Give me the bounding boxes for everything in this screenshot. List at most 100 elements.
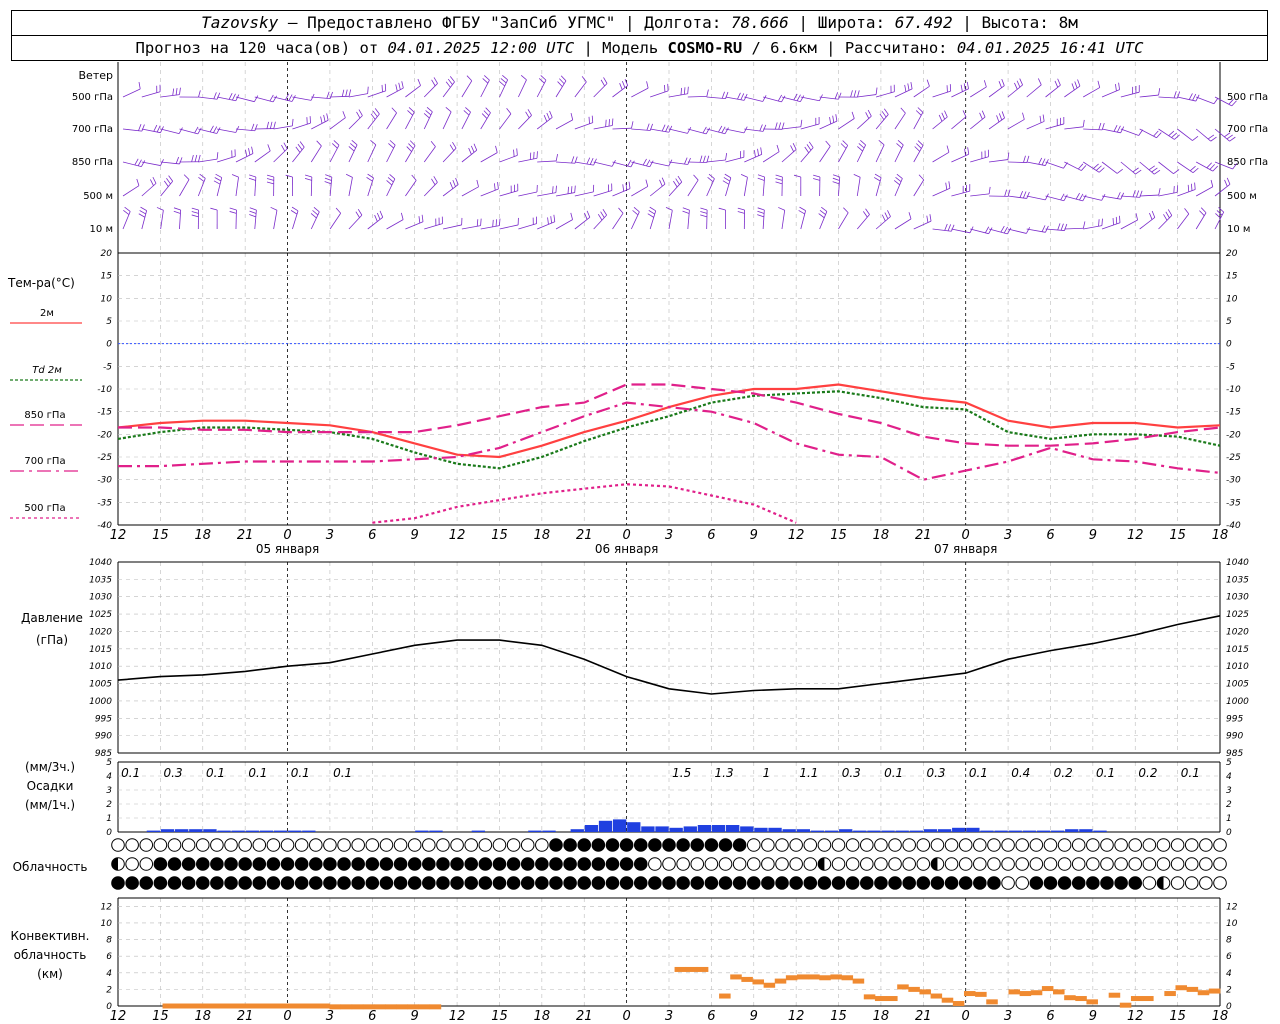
wind-barb-feather (737, 92, 741, 100)
wind-barb-feather (840, 143, 847, 149)
wind-barb (894, 144, 904, 163)
wind-barb (856, 177, 861, 197)
wind-barb-feather (1210, 179, 1214, 187)
convective-cloud-bar (229, 1003, 241, 1009)
cloud-cover-symbol (902, 857, 916, 871)
wind-barb (1045, 161, 1064, 169)
wind-barb-feather (571, 156, 575, 164)
wind-barb (424, 223, 443, 230)
cloud-cover-symbol (789, 838, 803, 852)
ytick-right-pressure: 985 (1226, 749, 1243, 759)
wind-barb (1195, 212, 1207, 230)
wind-barb-feather (879, 113, 885, 120)
wind-barb-feather (374, 214, 378, 222)
wind-barb-feather (198, 90, 201, 98)
wind-barb-feather (910, 81, 913, 89)
ytick-right-conv: 10 (1226, 919, 1238, 929)
cloud-cover-symbol (167, 838, 182, 852)
wind-barb-feather (267, 144, 271, 152)
wind-panel: Ветер 500 гПа 500 гПа 700 гПа 700 гПа 850 гП… (72, 69, 1268, 235)
cloud-cover-symbol (1015, 876, 1030, 890)
temp-legend-label: 500 гПа (24, 503, 65, 514)
lon-label: Долгота: (644, 13, 722, 32)
precip-bar (867, 830, 881, 832)
ytick-left-conv: 2 (106, 985, 112, 995)
cloud-cover-partial (111, 857, 118, 871)
time-label-bottom: 15 (152, 1009, 169, 1024)
ytick-right-temp: -35 (1226, 498, 1241, 508)
wind-barb (386, 219, 404, 230)
wind-barb (762, 151, 780, 163)
wind-barb (179, 179, 190, 197)
cloud-cover-symbol (1156, 838, 1171, 852)
wind-barb-feather (379, 210, 384, 218)
cloud-cover-symbol (958, 838, 973, 852)
wind-barb-feather (356, 111, 361, 119)
cloud-cover-symbol (1043, 876, 1058, 890)
wind-barb (386, 87, 404, 98)
wind-barb-feather (374, 108, 380, 115)
wind-barb-feather (283, 142, 288, 149)
wind-barb (254, 150, 271, 163)
precip-3h-label: 0.1 (884, 766, 903, 780)
wind-barb-feather (191, 214, 199, 218)
convective-cloud-bar (941, 997, 954, 1003)
wind-barb-feather (433, 176, 438, 183)
wind-barb-feather (560, 75, 567, 82)
wind-barb-feather (917, 107, 924, 113)
wind-barb-feather (881, 111, 887, 118)
wind-barb (781, 210, 786, 230)
wind-barb-feather (1148, 165, 1155, 171)
wind-level-label-right: 500 м (1227, 191, 1257, 202)
wind-barb-feather (724, 127, 729, 134)
wind-barb-feather (647, 213, 654, 218)
wind-barb (800, 123, 820, 130)
wind-barb-feather (944, 223, 948, 231)
wind-barb-feather (648, 210, 655, 215)
wind-barb-feather (557, 81, 563, 87)
wind-barb-feather (1192, 135, 1199, 141)
wind-barb-feather (495, 145, 498, 153)
ytick-right-pressure: 1010 (1226, 662, 1249, 672)
time-label-middle: 15 (830, 528, 847, 543)
wind-barb-feather (754, 150, 756, 158)
precip-bar (175, 829, 189, 832)
cloud-cover-symbol (1100, 876, 1114, 890)
time-label-middle: 6 (707, 528, 715, 543)
wind-barb-feather (1118, 82, 1120, 90)
wind-barb-feather (951, 224, 955, 232)
wind-barb-feather (245, 149, 248, 157)
cloud-cover-partial (570, 838, 577, 852)
cloud-cover-symbol (803, 876, 818, 890)
wind-barb-feather (194, 126, 199, 134)
wind-barb (1082, 161, 1100, 173)
precip-bar (1050, 830, 1065, 832)
wind-barb-feather (553, 214, 556, 222)
wind-barb-feather (874, 173, 882, 179)
wind-barb-feather (740, 93, 745, 100)
cloud-cover-symbol (1213, 838, 1227, 852)
precipitation-panel: (мм/3ч.) Осадки (мм/1ч.) 0.1 0.3 0.1 0.1 0.1… (25, 760, 1200, 832)
wind-barb-feather (1119, 215, 1121, 223)
wind-barb (857, 115, 872, 130)
ytick-left-pressure: 995 (95, 714, 112, 724)
convective-cloud-bar (986, 999, 998, 1005)
wind-barb-feather (743, 126, 748, 134)
wind-barb-feather (555, 154, 559, 162)
precip-bar (1065, 829, 1079, 832)
wind-barb-feather (183, 174, 190, 180)
wind-barb-feather (485, 107, 491, 114)
wind-barb-feather (857, 146, 863, 152)
wind-barb-feather (1189, 165, 1196, 172)
cloud-cover-symbol (874, 876, 888, 890)
wind-level-label-right: 700 гПа (1227, 124, 1268, 135)
wind-barb (405, 145, 416, 163)
precip-3h-label: 0.1 (969, 766, 988, 780)
convective-cloud-bar (930, 993, 943, 999)
wind-barb-feather (793, 93, 798, 101)
wind-barb-feather (401, 81, 404, 89)
wind-barb-feather (832, 181, 840, 185)
cloud-cover-symbol (916, 838, 931, 852)
cloud-cover-symbol (987, 838, 1001, 852)
pressure-title: Давление (21, 611, 83, 625)
